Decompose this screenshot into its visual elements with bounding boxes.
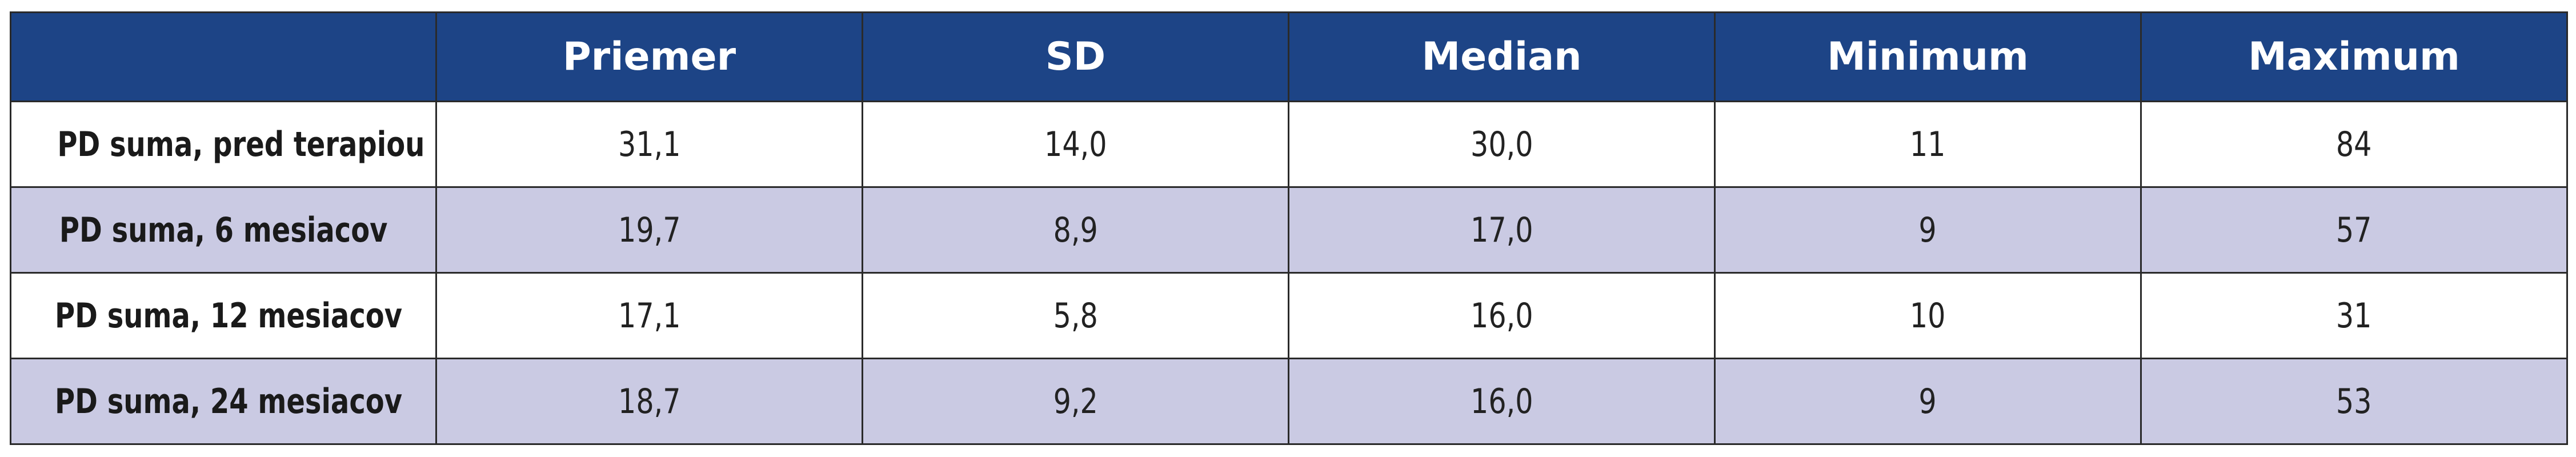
column-header-maximum: Maximum bbox=[2140, 11, 2568, 102]
cell-median: 17,0 bbox=[1288, 186, 1716, 274]
cell-value: 53 bbox=[2336, 381, 2372, 422]
cell-median: 30,0 bbox=[1288, 101, 1716, 188]
cell-value: 18,7 bbox=[618, 381, 681, 422]
cell-sd: 14,0 bbox=[862, 101, 1289, 188]
cell-value: 8,9 bbox=[1053, 210, 1098, 250]
cell-value: 31 bbox=[2336, 295, 2372, 336]
statistics-table: Priemer SD Median Minimum Maximum PD sum… bbox=[10, 11, 2568, 445]
cell-value: 14,0 bbox=[1044, 124, 1107, 165]
cell-value: 11 bbox=[1910, 124, 1946, 165]
row-label: PD suma, pred terapiou bbox=[57, 124, 425, 165]
cell-minimum: 9 bbox=[1714, 358, 2142, 445]
cell-value: 84 bbox=[2336, 124, 2372, 165]
row-label: PD suma, 12 mesiacov bbox=[55, 295, 403, 336]
statistics-table-container: Priemer SD Median Minimum Maximum PD sum… bbox=[10, 11, 2568, 445]
row-label-cell: PD suma, pred terapiou bbox=[10, 101, 437, 188]
cell-minimum: 10 bbox=[1714, 272, 2142, 359]
column-header-priemer: Priemer bbox=[435, 11, 863, 102]
row-label: PD suma, 24 mesiacov bbox=[55, 381, 403, 422]
cell-value: 9 bbox=[1918, 210, 1937, 250]
cell-value: 57 bbox=[2336, 210, 2372, 250]
cell-maximum: 57 bbox=[2140, 186, 2568, 274]
cell-priemer: 31,1 bbox=[435, 101, 863, 188]
cell-value: 5,8 bbox=[1053, 295, 1098, 336]
column-header-median: Median bbox=[1288, 11, 1716, 102]
cell-value: 19,7 bbox=[618, 210, 681, 250]
cell-maximum: 31 bbox=[2140, 272, 2568, 359]
cell-value: 30,0 bbox=[1470, 124, 1533, 165]
row-label-cell: PD suma, 24 mesiacov bbox=[10, 358, 437, 445]
cell-minimum: 9 bbox=[1714, 186, 2142, 274]
cell-priemer: 19,7 bbox=[435, 186, 863, 274]
header-corner-cell bbox=[10, 11, 437, 102]
table-row: PD suma, 6 mesiacov 19,7 8,9 17,0 9 57 bbox=[10, 186, 2568, 274]
row-label-cell: PD suma, 6 mesiacov bbox=[10, 186, 437, 274]
table-row: PD suma, 12 mesiacov 17,1 5,8 16,0 10 31 bbox=[10, 272, 2568, 359]
row-label-cell: PD suma, 12 mesiacov bbox=[10, 272, 437, 359]
cell-median: 16,0 bbox=[1288, 358, 1716, 445]
cell-sd: 8,9 bbox=[862, 186, 1289, 274]
column-header-sd: SD bbox=[862, 11, 1289, 102]
table-row: PD suma, pred terapiou 31,1 14,0 30,0 11… bbox=[10, 101, 2568, 188]
cell-value: 17,0 bbox=[1470, 210, 1533, 250]
cell-maximum: 84 bbox=[2140, 101, 2568, 188]
cell-value: 16,0 bbox=[1470, 381, 1533, 422]
cell-priemer: 17,1 bbox=[435, 272, 863, 359]
cell-priemer: 18,7 bbox=[435, 358, 863, 445]
cell-value: 9 bbox=[1918, 381, 1937, 422]
cell-sd: 5,8 bbox=[862, 272, 1289, 359]
cell-value: 16,0 bbox=[1470, 295, 1533, 336]
table-row: PD suma, 24 mesiacov 18,7 9,2 16,0 9 53 bbox=[10, 358, 2568, 445]
cell-value: 17,1 bbox=[618, 295, 681, 336]
cell-sd: 9,2 bbox=[862, 358, 1289, 445]
cell-maximum: 53 bbox=[2140, 358, 2568, 445]
cell-minimum: 11 bbox=[1714, 101, 2142, 188]
cell-value: 9,2 bbox=[1053, 381, 1098, 422]
row-label: PD suma, 6 mesiacov bbox=[59, 210, 388, 250]
cell-value: 10 bbox=[1910, 295, 1946, 336]
column-header-minimum: Minimum bbox=[1714, 11, 2142, 102]
cell-median: 16,0 bbox=[1288, 272, 1716, 359]
cell-value: 31,1 bbox=[618, 124, 681, 165]
table-header-row: Priemer SD Median Minimum Maximum bbox=[10, 11, 2568, 102]
